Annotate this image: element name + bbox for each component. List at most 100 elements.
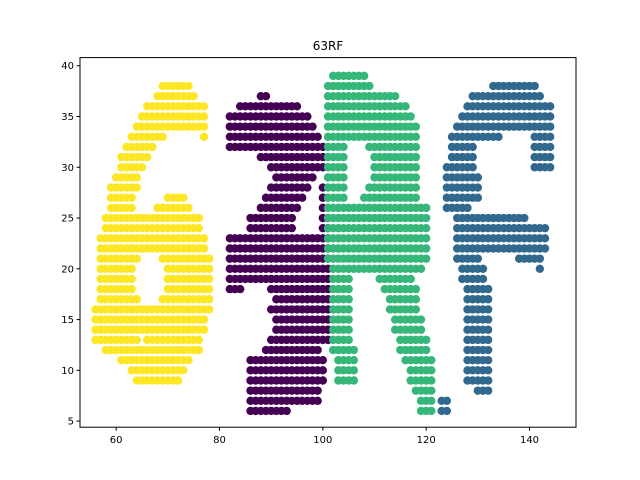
scatter-point bbox=[390, 91, 400, 101]
scatter-point bbox=[540, 234, 550, 243]
scatter-point bbox=[535, 264, 545, 273]
scatter-point bbox=[483, 325, 493, 334]
scatter-point bbox=[308, 173, 317, 182]
scatter-point bbox=[303, 183, 312, 192]
scatter-point bbox=[148, 142, 157, 152]
scatter-point bbox=[535, 91, 545, 101]
scatter-point bbox=[411, 132, 421, 141]
scatter-point bbox=[483, 386, 493, 395]
scatter-point bbox=[411, 163, 421, 172]
scatter-point bbox=[411, 173, 421, 182]
scatter-point bbox=[173, 376, 183, 385]
x-tick-label: 140 bbox=[520, 435, 539, 446]
scatter-point bbox=[137, 163, 147, 172]
scatter-point bbox=[132, 295, 142, 304]
scatter-point bbox=[468, 142, 477, 152]
scatter-point bbox=[473, 193, 483, 202]
scatter-point bbox=[204, 295, 214, 304]
scatter-point bbox=[411, 142, 421, 152]
scatter-point bbox=[478, 274, 488, 284]
scatter-point bbox=[483, 366, 493, 375]
scatter-point bbox=[199, 102, 209, 111]
x-tick-label: 80 bbox=[213, 435, 226, 446]
scatter-point bbox=[545, 102, 555, 111]
scatter-point bbox=[483, 345, 493, 355]
scatter-point bbox=[421, 213, 431, 223]
scatter-point bbox=[204, 254, 214, 263]
scatter-point bbox=[421, 345, 431, 355]
scatter-point bbox=[199, 234, 209, 243]
scatter-point bbox=[194, 335, 204, 345]
scatter-point bbox=[261, 91, 271, 101]
scatter-point bbox=[344, 295, 353, 304]
scatter-point bbox=[427, 355, 436, 365]
scatter-point bbox=[427, 366, 436, 375]
scatter-point bbox=[344, 315, 353, 324]
scatter-point bbox=[421, 244, 431, 253]
scatter-point bbox=[127, 203, 136, 213]
scatter-point bbox=[127, 264, 136, 273]
scatter-point bbox=[545, 142, 555, 152]
scatter-point bbox=[184, 355, 193, 365]
scatter-point bbox=[463, 203, 472, 213]
y-tick-label: 30 bbox=[61, 163, 74, 174]
scatter-point bbox=[494, 132, 503, 141]
scatter-point bbox=[406, 274, 415, 284]
scatter-point bbox=[411, 295, 421, 304]
scatter-point bbox=[127, 193, 136, 202]
scatter-point bbox=[194, 213, 204, 223]
x-axis: 60 80 100 120 140 bbox=[110, 427, 539, 446]
data-points bbox=[91, 71, 555, 416]
scatter-point bbox=[411, 305, 421, 314]
scatter-point bbox=[349, 366, 359, 375]
scatter-point bbox=[189, 91, 198, 101]
scatter-point bbox=[535, 254, 545, 263]
scatter-point bbox=[401, 102, 410, 111]
scatter-point bbox=[199, 244, 209, 253]
scatter-point bbox=[530, 81, 539, 91]
scatter-point bbox=[483, 335, 493, 345]
scatter-point bbox=[132, 335, 142, 345]
scatter-point bbox=[184, 203, 193, 213]
scatter-point bbox=[427, 376, 436, 385]
scatter-point bbox=[318, 366, 328, 375]
scatter-point bbox=[318, 376, 328, 385]
scatter-point bbox=[545, 112, 555, 121]
scatter-point bbox=[483, 355, 493, 365]
scatter-point bbox=[411, 152, 421, 162]
scatter-point bbox=[339, 152, 348, 162]
scatter-point bbox=[194, 223, 204, 233]
scatter-point bbox=[545, 152, 555, 162]
scatter-point bbox=[406, 112, 415, 121]
scatter-point bbox=[520, 213, 529, 223]
scatter-point bbox=[313, 396, 322, 405]
scatter-point bbox=[204, 264, 214, 273]
scatter-point bbox=[199, 122, 209, 131]
scatter-point bbox=[421, 234, 431, 243]
scatter-point bbox=[421, 335, 431, 345]
scatter-point bbox=[545, 132, 555, 141]
scatter-point bbox=[411, 284, 421, 294]
scatter-point bbox=[142, 152, 152, 162]
scatter-point bbox=[411, 122, 421, 131]
scatter-point bbox=[339, 163, 348, 172]
scatter-point bbox=[545, 163, 555, 172]
scatter-point bbox=[132, 183, 142, 192]
scatter-point bbox=[349, 345, 359, 355]
scatter-point bbox=[468, 152, 477, 162]
scatter-point bbox=[483, 295, 493, 304]
x-tick-label: 100 bbox=[313, 435, 332, 446]
y-tick-label: 40 bbox=[61, 61, 74, 72]
scatter-point bbox=[287, 213, 297, 223]
scatter-point bbox=[339, 183, 348, 192]
x-tick-label: 60 bbox=[110, 435, 123, 446]
scatter-point bbox=[478, 264, 488, 273]
scatter-point bbox=[473, 254, 483, 263]
scatter-point bbox=[303, 112, 312, 121]
scatter-point bbox=[427, 386, 436, 395]
scatter-point bbox=[427, 396, 436, 405]
scatter-point bbox=[411, 183, 421, 192]
scatter-point bbox=[339, 193, 348, 202]
y-tick-label: 5 bbox=[68, 417, 74, 428]
chart-title: 63RF bbox=[313, 39, 344, 53]
